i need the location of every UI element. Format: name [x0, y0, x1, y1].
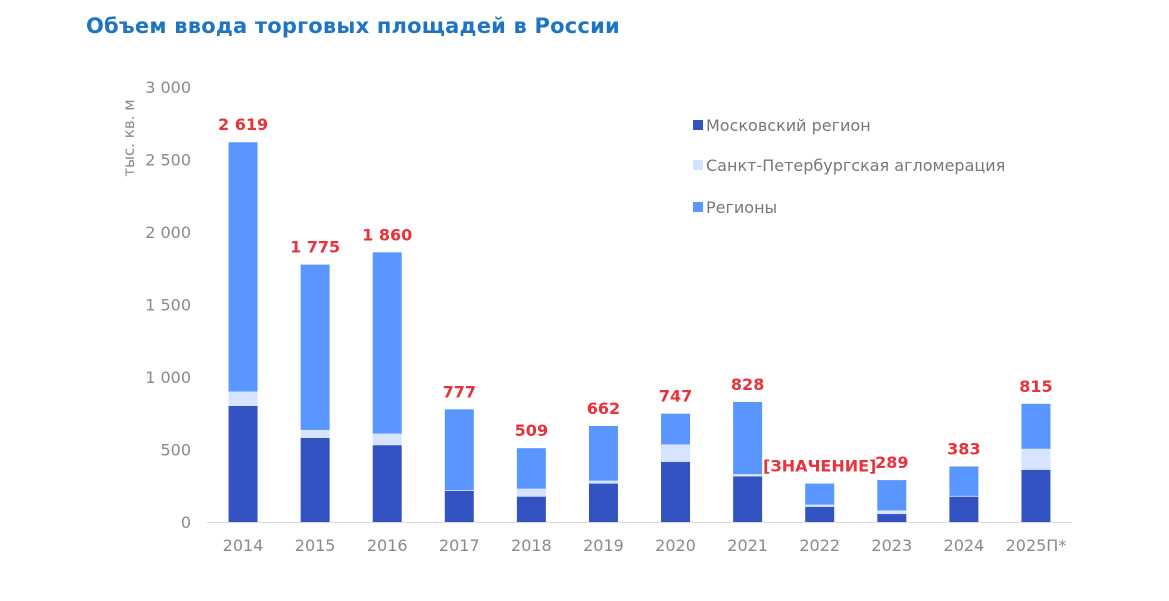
bar-segment: [805, 483, 835, 505]
bar-segment: [733, 474, 763, 477]
y-tick-label: 0: [181, 513, 191, 532]
total-label: 815: [1019, 377, 1052, 396]
bar-segment: [516, 496, 546, 522]
total-label: 383: [947, 439, 980, 458]
bar-segment: [372, 445, 402, 522]
bar-segment: [372, 433, 402, 446]
bar-segment: [300, 437, 330, 522]
bar-segment: [733, 476, 763, 522]
bar-segment: [444, 490, 474, 522]
bar-segment: [444, 490, 474, 491]
legend-swatch: [693, 160, 703, 170]
legend-label: Санкт-Петербургская агломерация: [706, 156, 1005, 175]
total-label: 1 860: [362, 225, 412, 244]
legend-swatch: [693, 202, 703, 212]
bar-segment: [949, 495, 979, 497]
x-axis-ticks: 2014 2015 2016 2017 2018 2019 2020 2021 2022 2023…: [223, 536, 1067, 555]
total-label: [ЗНАЧЕНИЕ]: [763, 457, 876, 476]
y-axis-title-group: тыс. кв. м: [120, 99, 138, 176]
x-tick-label: 2023: [871, 536, 912, 555]
x-tick-label: 2025П*: [1006, 536, 1067, 555]
bar-segment: [588, 426, 618, 481]
bar-segment: [805, 506, 835, 522]
y-axis-title: тыс. кв. м: [120, 99, 138, 176]
x-tick-label: 2020: [655, 536, 696, 555]
bar-segment: [300, 264, 330, 430]
y-axis-ticks: 0 500 1 000 1 500 2 000 2 500 3 000: [145, 78, 191, 532]
bar-segment: [1021, 448, 1051, 470]
y-tick-label: 2 000: [145, 223, 191, 242]
bars: [228, 142, 1051, 522]
bar-segment: [877, 480, 907, 511]
total-label: 747: [659, 387, 692, 406]
legend-swatch: [693, 120, 703, 130]
y-tick-label: 500: [160, 441, 191, 460]
x-tick-label: 2022: [799, 536, 840, 555]
y-tick-label: 3 000: [145, 78, 191, 97]
bar-segment: [228, 406, 258, 522]
total-label: 662: [587, 399, 620, 418]
x-tick-label: 2017: [439, 536, 480, 555]
total-label: 828: [731, 375, 764, 394]
bar-segment: [228, 391, 258, 406]
bar-segment: [733, 401, 763, 475]
bar-segment: [516, 448, 546, 489]
x-tick-label: 2021: [727, 536, 768, 555]
bar-segment: [805, 504, 835, 507]
y-tick-label: 1 000: [145, 368, 191, 387]
bar-segment: [228, 142, 258, 392]
bar-segment: [877, 510, 907, 515]
legend-label: Московский регион: [706, 116, 871, 135]
bar-segment: [1021, 469, 1051, 522]
x-tick-label: 2024: [944, 536, 985, 555]
total-label: 1 775: [290, 238, 340, 257]
y-tick-label: 2 500: [145, 151, 191, 170]
bar-segment: [661, 444, 691, 462]
total-label: 2 619: [218, 115, 268, 134]
x-tick-label: 2015: [295, 536, 336, 555]
bar-segment: [949, 466, 979, 496]
total-labels: 2 619 1 775 1 860 777 509 662 747 828 [ЗНАЧЕНИЕ]…: [218, 115, 1053, 475]
bar-segment: [588, 483, 618, 522]
y-tick-label: 1 500: [145, 296, 191, 315]
bar-segment: [949, 496, 979, 522]
bar-segment: [877, 514, 907, 522]
bar-segment: [372, 252, 402, 434]
bar-segment: [1021, 403, 1051, 449]
bar-segment: [661, 413, 691, 445]
bar-segment: [300, 429, 330, 438]
x-tick-label: 2014: [223, 536, 264, 555]
bar-segment: [661, 461, 691, 522]
bar-segment: [588, 480, 618, 484]
x-tick-label: 2019: [583, 536, 624, 555]
legend-label: Регионы: [706, 198, 777, 217]
legend: Московский регион Санкт-Петербургская агл…: [693, 116, 1005, 217]
bar-segment: [516, 488, 546, 497]
chart-title: Объем ввода торговых площадей в России: [86, 14, 620, 38]
x-tick-label: 2016: [367, 536, 408, 555]
total-label: 509: [515, 421, 548, 440]
x-tick-label: 2018: [511, 536, 552, 555]
bar-segment: [444, 409, 474, 491]
total-label: 777: [443, 382, 476, 401]
total-label: 289: [875, 453, 908, 472]
